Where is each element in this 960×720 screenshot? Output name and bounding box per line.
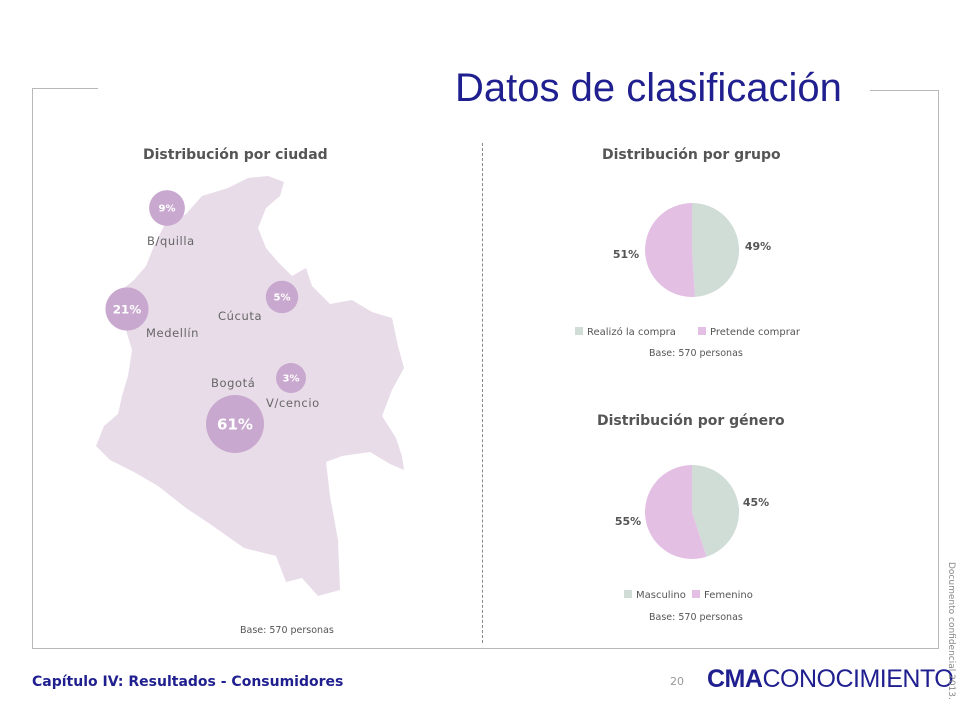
confidential-note: Documento confidencial 2013.	[946, 562, 956, 700]
city-label-v-cencio: V/cencio	[266, 396, 320, 410]
group-legend: Realizó la compra Pretende comprar	[575, 326, 801, 338]
section-divider	[482, 143, 483, 643]
pie-slice-realizo-la-compra	[692, 202, 740, 297]
legend-swatch-pretende	[698, 327, 706, 335]
page-title: Datos de clasificación	[455, 66, 842, 110]
legend-label-realizo: Realizó la compra	[587, 326, 676, 338]
frame-bottom	[32, 648, 939, 649]
gender-chart-title: Distribución por género	[597, 413, 785, 429]
city-label-b-quilla: B/quilla	[147, 234, 195, 248]
pie-label-pretende-comprar: 51%	[613, 248, 639, 261]
bubble-value-b-quilla: 9%	[159, 204, 176, 215]
logo-rest-text: CONOCIMIENTO	[762, 665, 954, 693]
city-base-label: Base: 570 personas	[240, 625, 334, 636]
bubble-value-cucuta: 5%	[274, 293, 291, 304]
legend-label-masculino: Masculino	[636, 590, 686, 601]
pie-slice-masculino	[692, 465, 739, 557]
legend-label-pretende: Pretende comprar	[710, 327, 801, 338]
city-label-cucuta: Cúcuta	[218, 309, 262, 323]
gender-legend: Masculino Femenino	[624, 590, 753, 601]
group-chart-title: Distribución por grupo	[602, 147, 781, 163]
frame-top-right	[870, 90, 938, 91]
bubble-b-quilla	[149, 190, 185, 226]
page-number: 20	[670, 675, 684, 688]
logo-bold-text: CMA	[707, 665, 763, 693]
city-label-medellin: Medellín	[146, 326, 199, 340]
pie-label-realizo-la-compra: 49%	[745, 240, 771, 253]
frame-right	[938, 90, 939, 648]
city-label-bogota: Bogotá	[211, 376, 255, 390]
city-map-chart: 9% B/quilla 21% Medellín 5% Cúcuta 3% V/cencio 6…	[96, 176, 404, 596]
pie-label-femenino: 55%	[615, 515, 641, 528]
chapter-footer: Capítulo IV: Resultados - Consumidores	[32, 674, 344, 690]
cma-logo: CMACONOCIMIENTO	[707, 665, 954, 694]
frame-left	[32, 88, 33, 648]
pie-slice-femenino	[644, 465, 707, 559]
group-base-label: Base: 570 personas	[649, 348, 743, 359]
bubble-medellin	[105, 287, 149, 331]
pie-slice-pretende-comprar	[645, 203, 695, 297]
bubble-cucuta	[265, 280, 299, 314]
bubble-value-v-cencio: 3%	[283, 374, 300, 385]
colombia-map-shape	[96, 176, 404, 596]
bubble-value-medellin: 21%	[113, 302, 142, 316]
legend-swatch-masculino	[624, 590, 632, 598]
legend-swatch-realizo	[575, 327, 583, 335]
legend-label-femenino: Femenino	[704, 590, 753, 601]
frame-top-left	[32, 88, 98, 89]
gender-pie-chart: 45% 55% Masculino Femenino	[615, 465, 769, 601]
city-chart-title: Distribución por ciudad	[143, 147, 328, 163]
bubble-value-bogota: 61%	[217, 415, 253, 433]
pie-label-masculino: 45%	[743, 496, 769, 509]
legend-swatch-femenino	[692, 590, 700, 598]
bubble-bogota	[206, 395, 264, 453]
bubble-v-cencio	[276, 363, 306, 393]
gender-base-label: Base: 570 personas	[649, 612, 743, 623]
group-pie-chart: 49% 51% Realizó la compra Pretende compra…	[575, 202, 801, 338]
